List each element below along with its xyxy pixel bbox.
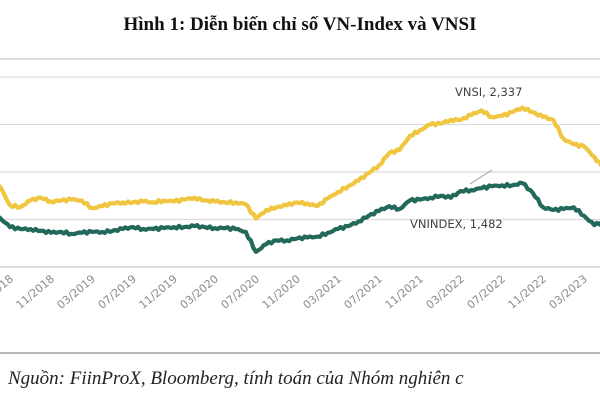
annotation-vnindex: VNINDEX, 1,482 <box>410 217 503 231</box>
divider-rule <box>0 352 600 354</box>
series-line-vnsi <box>0 105 600 221</box>
x-tick-label: 11/2021 <box>383 272 426 311</box>
x-tick-label: 07/2018 <box>0 272 16 311</box>
gridlines <box>0 58 600 268</box>
x-tick-label: 11/2020 <box>260 272 303 311</box>
annotations: VNSI, 2,337 VNINDEX, 1,482 <box>410 85 522 231</box>
x-tick-label: 03/2021 <box>301 272 344 311</box>
x-tick-label: 03/2019 <box>55 272 98 311</box>
series-lines <box>0 105 600 254</box>
annotation-leader-line <box>469 169 493 185</box>
x-tick-label: 07/2020 <box>219 272 262 311</box>
x-tick-label: 03/2022 <box>424 272 467 311</box>
chart-title: Hình 1: Diễn biến chỉ số VN-Index và VNS… <box>123 14 477 35</box>
x-tick-label: 03/2023 <box>547 272 590 311</box>
x-tick-label: 11/2022 <box>506 272 549 311</box>
line-chart: 07/201811/201803/201907/201911/201903/20… <box>0 58 600 312</box>
x-tick-labels: 07/201811/201803/201907/201911/201903/20… <box>0 272 590 311</box>
x-tick-label: 07/2022 <box>465 272 508 311</box>
series-line-vnindex <box>0 180 600 254</box>
source-note: Nguồn: FiinProX, Bloomberg, tính toán củ… <box>8 368 464 389</box>
x-tick-label: 03/2020 <box>178 272 221 311</box>
x-tick-label: 11/2019 <box>137 272 180 311</box>
x-tick-label: 07/2021 <box>342 272 385 311</box>
annotation-vnsi: VNSI, 2,337 <box>455 85 522 99</box>
x-tick-label: 07/2019 <box>96 272 139 311</box>
x-tick-label: 11/2018 <box>14 272 57 311</box>
